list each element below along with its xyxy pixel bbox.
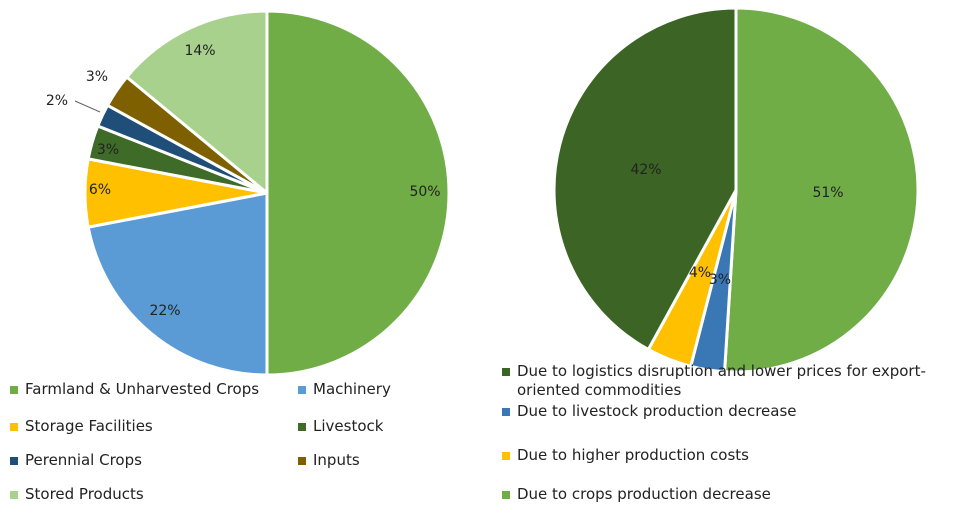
legend-item: Inputs: [298, 451, 598, 470]
legend-swatch: [502, 368, 510, 376]
legend-label: Stored Products: [25, 485, 144, 503]
legend-item: Due to logistics disruption and lower pr…: [502, 362, 952, 400]
legend-label: Inputs: [313, 451, 360, 469]
legend-swatch: [502, 408, 510, 416]
pie-slice: [722, 6, 920, 374]
pie-slice: [86, 191, 269, 377]
leader-line: [74, 100, 101, 113]
legend-label: Storage Facilities: [25, 417, 153, 435]
legend-swatch: [10, 386, 18, 394]
pie-slice: [265, 9, 451, 377]
data-label: 3%: [86, 69, 108, 85]
data-label: 14%: [184, 43, 215, 59]
data-label: 3%: [709, 272, 731, 288]
legend-item: Stored Products: [10, 485, 310, 504]
data-label: 22%: [149, 303, 180, 319]
legend-item: Due to crops production decrease: [502, 485, 952, 504]
legend-item: Farmland & Unharvested Crops: [10, 380, 310, 399]
legend-label: Due to crops production decrease: [517, 485, 771, 503]
legend-label: Farmland & Unharvested Crops: [25, 380, 260, 398]
legend-item: Due to livestock production decrease: [502, 402, 952, 421]
legend-swatch: [298, 457, 306, 465]
legend-swatch: [502, 452, 510, 460]
data-label: 4%: [689, 265, 711, 281]
legend-swatch: [502, 491, 510, 499]
legend-item: Due to higher production costs: [502, 446, 952, 465]
data-label: 50%: [409, 184, 440, 200]
pie-slice: [552, 6, 738, 352]
legend-label: Machinery: [313, 380, 391, 398]
legend-label: Due to livestock production decrease: [517, 402, 797, 420]
legend-label: Due to higher production costs: [517, 446, 749, 464]
legend-item: Livestock: [298, 417, 598, 436]
legend-swatch: [10, 491, 18, 499]
data-label: 2%: [46, 93, 68, 109]
data-label: 42%: [630, 162, 661, 178]
legend-swatch: [298, 423, 306, 431]
legend-label: Livestock: [313, 417, 384, 435]
legend-item: Perennial Crops: [10, 451, 310, 470]
legend-swatch: [10, 457, 18, 465]
data-label: 6%: [89, 182, 111, 198]
legend-swatch: [298, 386, 306, 394]
legend-item: Storage Facilities: [10, 417, 310, 436]
pie-slice: [124, 9, 269, 197]
legend-item: Machinery: [298, 380, 598, 399]
data-label: 3%: [97, 142, 119, 158]
legend-label: Perennial Crops: [25, 451, 142, 469]
data-label: 51%: [812, 185, 843, 201]
legend-swatch: [10, 423, 18, 431]
legend-label: Due to logistics disruption and lower pr…: [517, 362, 926, 399]
